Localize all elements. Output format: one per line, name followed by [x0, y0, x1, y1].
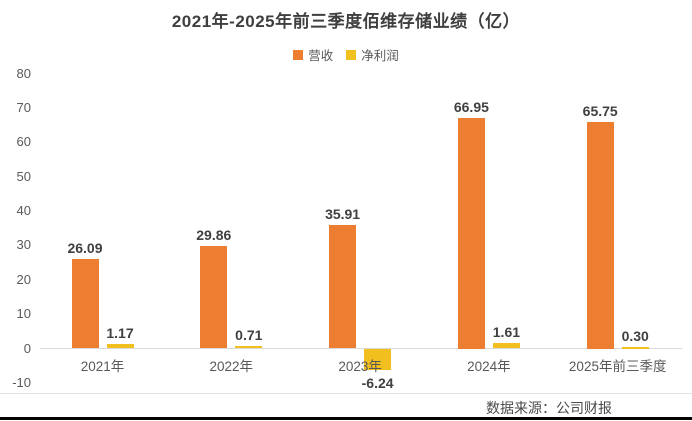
- bar-净利润-2021年: [106, 344, 134, 349]
- legend-label: 净利润: [361, 49, 399, 63]
- bar-营收-2021年: [71, 258, 99, 349]
- value-label-营收-2021年: 26.09: [67, 239, 103, 256]
- value-label-营收-2025年前三季度: 65.75: [582, 103, 618, 120]
- y-axis-tick: -10: [12, 374, 31, 390]
- x-axis-label-2025年前三季度: 2025年前三季度: [568, 359, 667, 374]
- legend-item-1: 净利润: [346, 45, 399, 64]
- value-label-净利润-2025年前三季度: 0.30: [621, 328, 649, 344]
- y-axis-tick: 30: [16, 237, 31, 253]
- bar-营收-2025年前三季度: [586, 122, 614, 349]
- value-label-营收-2024年: 66.95: [453, 99, 489, 116]
- y-axis-tick: 0: [23, 340, 31, 356]
- y-axis-tick: 10: [16, 306, 31, 322]
- bottom-rule: [0, 417, 692, 420]
- value-label-净利润-2021年: 1.17: [106, 325, 134, 342]
- bar-净利润-2024年: [492, 342, 520, 349]
- legend-label: 营收: [308, 49, 334, 63]
- bar-营收-2024年: [457, 118, 485, 349]
- legend-swatch-icon: [293, 49, 304, 60]
- value-label-营收-2022年: 29.86: [196, 226, 232, 243]
- y-axis-tick: 60: [16, 134, 31, 150]
- y-axis-tick: 50: [16, 168, 31, 184]
- x-axis-label-2024年: 2024年: [467, 359, 511, 374]
- legend-swatch-icon: [346, 49, 357, 60]
- x-axis-line: [40, 348, 682, 349]
- chart-title: 2021年-2025年前三季度佰维存储业绩（亿）: [171, 12, 521, 31]
- bar-营收-2023年: [329, 225, 357, 349]
- y-axis-tick: 20: [16, 271, 31, 287]
- bar-净利润-2023年: [364, 348, 392, 370]
- source-note: 数据来源：公司财报: [486, 400, 612, 416]
- bar-营收-2022年: [200, 245, 228, 349]
- x-axis-label-2022年: 2022年: [209, 359, 254, 374]
- legend-item-0: 营收: [293, 45, 333, 64]
- bar-净利润-2025年前三季度: [621, 347, 649, 349]
- y-axis-tick: 70: [16, 99, 31, 115]
- bar-净利润-2022年: [235, 346, 263, 349]
- x-axis-label-2023年: 2023年: [338, 359, 382, 374]
- value-label-净利润-2022年: 0.71: [235, 327, 263, 344]
- legend: 营收 净利润: [0, 45, 692, 64]
- value-label-净利润-2023年: -6.24: [361, 374, 394, 391]
- x-axis-label-2021年: 2021年: [80, 359, 125, 374]
- y-axis-tick: 80: [16, 65, 31, 81]
- value-label-营收-2023年: 35.91: [325, 206, 361, 223]
- y-axis-tick: 40: [16, 203, 31, 218]
- separator-line: [0, 393, 692, 394]
- value-label-净利润-2024年: 1.61: [492, 323, 521, 340]
